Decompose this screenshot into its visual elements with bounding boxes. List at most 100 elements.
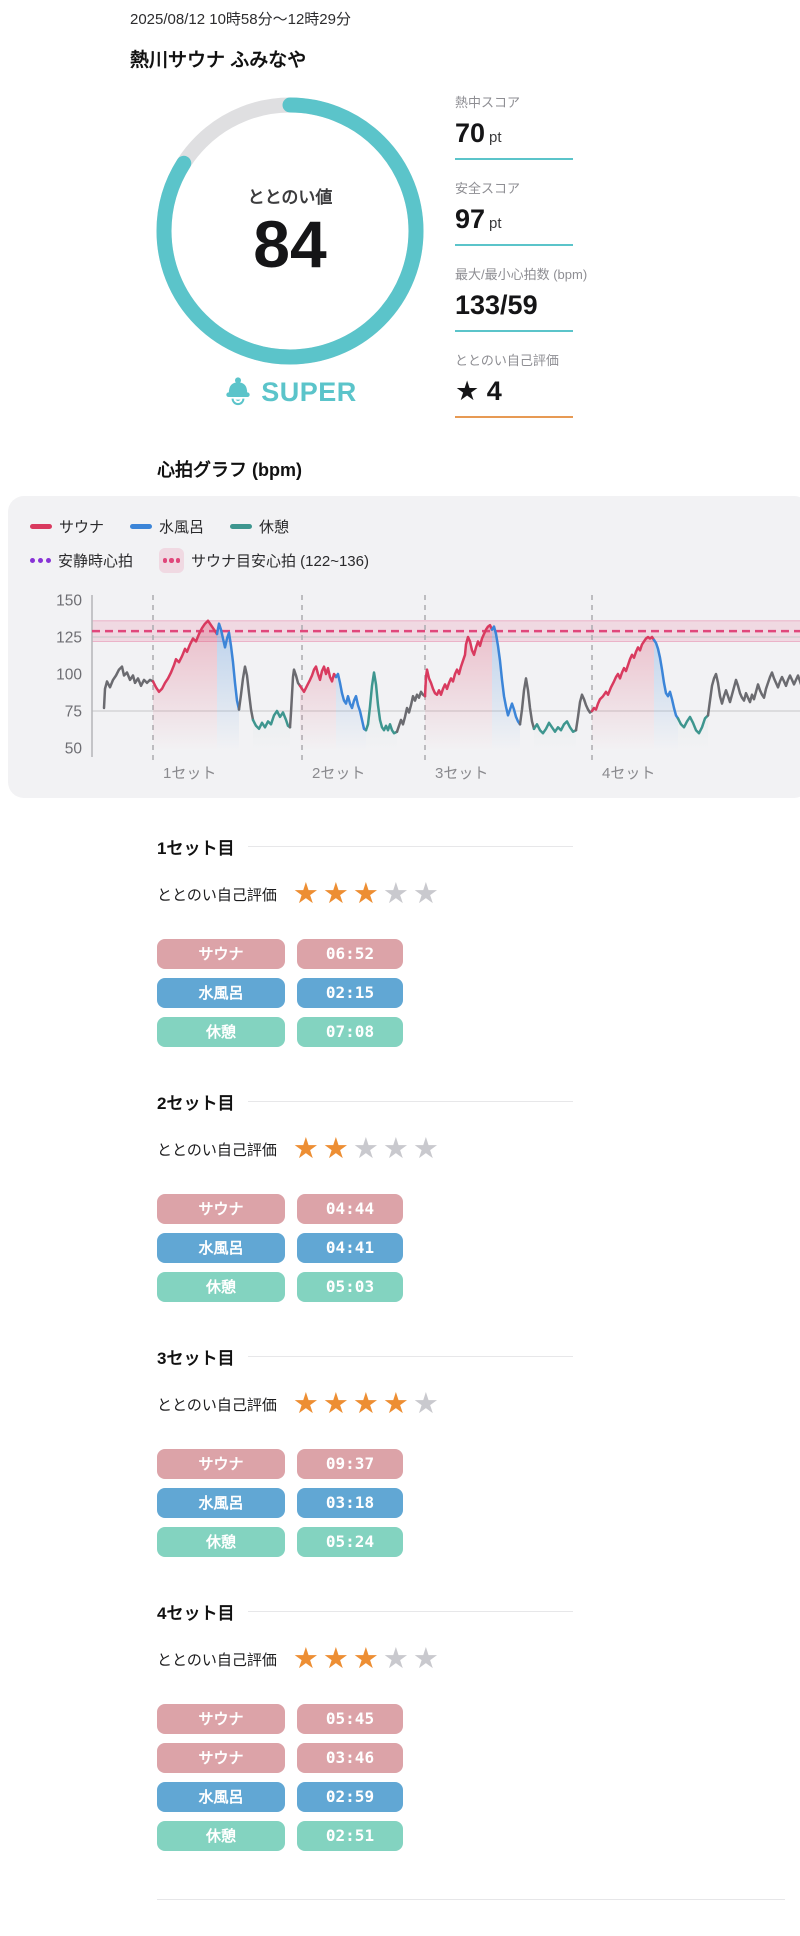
duration-pill: 03:46 [297,1742,403,1773]
duration-pill: 09:37 [297,1448,403,1479]
duration-pill: 07:08 [297,1016,403,1047]
hr-line-sauna [151,619,219,694]
y-tick-label: 150 [56,593,82,610]
phase-duration-row: サウナ 03:46 [157,1742,573,1773]
duration-pill: 06:52 [297,938,403,969]
duration-pill: 03:18 [297,1487,403,1518]
star-filled-icon: ★ [292,878,319,910]
phase-duration-row: 休憩 05:24 [157,1526,573,1557]
phase-duration-row: サウナ 06:52 [157,938,573,969]
hr-line-sauna [298,665,338,694]
stat-label: 熱中スコア [455,95,521,110]
set-marker-label: 2セット [312,765,365,782]
set-section: 3セット目 ととのい自己評価 ★ ★ ★ ★ ★ サウナ 09:37 水風呂 03:18 休憩 0… [157,1344,573,1557]
set-heading: 1セット目 [157,839,235,858]
set-heading-row: 2セット目 [157,1089,573,1114]
rating-label: ととのい自己評価 [157,1652,277,1670]
star-filled-icon: ★ [352,1642,379,1675]
phase-duration-row: サウナ 04:44 [157,1193,573,1224]
phase-pill-sauna: サウナ [157,938,285,969]
set-rating-row: ととのい自己評価 ★ ★ ★ ★ ★ [157,878,573,911]
rating-label: ととのい自己評価 [157,1397,277,1415]
rest-area-fill [253,711,290,751]
stat-self-rating: ととのい自己評価 ★ 4 [455,350,573,419]
set-heading: 4セット目 [157,1603,235,1623]
phase-pill-sauna: サウナ [157,1703,285,1734]
hr-line-water [490,625,522,726]
phase-duration-list: サウナ 09:37 水風呂 03:18 休憩 05:24 [157,1448,573,1557]
hr-line-water [215,622,241,711]
set-rating-row: ととのい自己評価 ★ ★ ★ ★ ★ [157,1387,573,1421]
set-rating-row: ととのい自己評価 ★ ★ ★ ★ ★ [157,1642,573,1676]
duration-pill: 04:44 [297,1193,403,1224]
section-divider [157,1898,785,1900]
star-empty-icon: ★ [382,1642,409,1675]
star-empty-icon: ★ [412,1642,439,1675]
star-empty-icon: ★ [412,1132,439,1165]
stat-label: 安全スコア [455,181,521,197]
water-area-fill [492,626,520,751]
hr-line-neutral [518,677,536,731]
sauna-area-fill [300,666,336,751]
hr-line-neutral [574,693,594,732]
water-area-fill [217,623,239,751]
totonoi-gauge: ととのい値 84 [155,96,425,366]
phase-duration-row: 休憩 07:08 [157,1016,573,1047]
set-section: 1セット目 ととのい自己評価 ★ ★ ★ ★ ★ サウナ 06:52 水風呂 02:15 休憩 0… [157,834,573,1047]
hr-line-neutral [237,665,255,722]
hr-line-water [334,672,368,732]
phase-pill-rest: 休憩 [157,1271,285,1302]
sauna-area-fill [592,637,654,751]
rest-area-fill [534,721,576,751]
heading-divider [248,846,573,847]
legend-rest: 休憩 [230,516,289,537]
legend-sauna: サウナ [30,516,104,537]
duration-pill: 02:59 [297,1781,403,1812]
phase-pill-water: 水風呂 [157,1781,285,1812]
set-details-list: 1セット目 ととのい自己評価 ★ ★ ★ ★ ★ サウナ 06:52 水風呂 02:15 休憩 0… [157,834,573,1851]
sauna-area-fill [153,620,217,751]
sauna-hat-icon [226,377,250,406]
set-marker-label: 3セット [435,765,488,782]
set-heading-row: 1セット目 [157,834,573,859]
hr-line-sauna [590,635,656,713]
set-section: 2セット目 ととのい自己評価 ★ ★ ★ ★ ★ サウナ 04:44 水風呂 04:41 休憩 0… [157,1089,573,1302]
stat-heat-score: 熱中スコア 70 pt [455,92,573,161]
gauge-value: 84 [253,206,327,281]
star-filled-icon: ★ [322,1642,349,1675]
set-rating-row: ととのい自己評価 ★ ★ ★ ★ ★ [157,1132,573,1166]
page-title: 熱川サウナ ふみなや [130,49,307,71]
phase-duration-row: 水風呂 04:41 [157,1232,573,1263]
phase-duration-list: サウナ 05:45 サウナ 03:46 水風呂 02:59 休憩 02:51 [157,1703,573,1851]
hr-line-neutral [706,671,800,717]
chart-title: 心拍グラフ (bpm) [157,460,302,480]
set-heading-row: 3セット目 [157,1344,573,1369]
phase-duration-row: サウナ 05:45 [157,1703,573,1734]
phase-pill-water: 水風呂 [157,1232,285,1263]
phase-duration-row: サウナ 09:37 [157,1448,573,1479]
legend-label: 安静時心拍 [58,553,134,570]
stat-max-min-hr: 最大/最小心拍数 (bpm) 133/59 [455,264,587,333]
star-filled-icon: ★ [322,1387,349,1420]
phase-duration-row: 水風呂 03:18 [157,1487,573,1518]
stat-unit: pt [489,215,502,233]
heading-divider [248,1610,573,1612]
session-datetime: 2025/08/12 10時58分〜12時29分 [130,11,351,28]
set-heading-row: 4セット目 [157,1599,573,1624]
water-area-fill [336,674,366,751]
totonoi-gauge-ring [156,97,424,365]
stat-value: ★ 4 [455,376,502,407]
hr-line-neutral [395,690,427,733]
star-empty-icon: ★ [382,1132,409,1165]
phase-pill-sauna: サウナ [157,1742,285,1773]
duration-pill: 05:45 [297,1703,403,1734]
legend-resting-hr: 安静時心拍 [30,550,133,571]
heart-rate-panel: サウナ 水風呂 休憩 安静時心拍 サウナ目安心拍 (122~136) 1セット 2… [8,496,800,798]
phase-duration-row: 休憩 02:51 [157,1820,573,1851]
y-tick-label: 125 [56,630,82,647]
phase-duration-list: サウナ 04:44 水風呂 04:41 休憩 05:03 [157,1193,573,1302]
duration-pill: 05:24 [297,1526,403,1557]
star-filled-icon: ★ [322,1132,349,1165]
set-section: 4セット目 ととのい自己評価 ★ ★ ★ ★ ★ サウナ 05:45 サウナ 03:46 水風呂… [157,1599,573,1851]
rest-area-fill [678,715,708,751]
